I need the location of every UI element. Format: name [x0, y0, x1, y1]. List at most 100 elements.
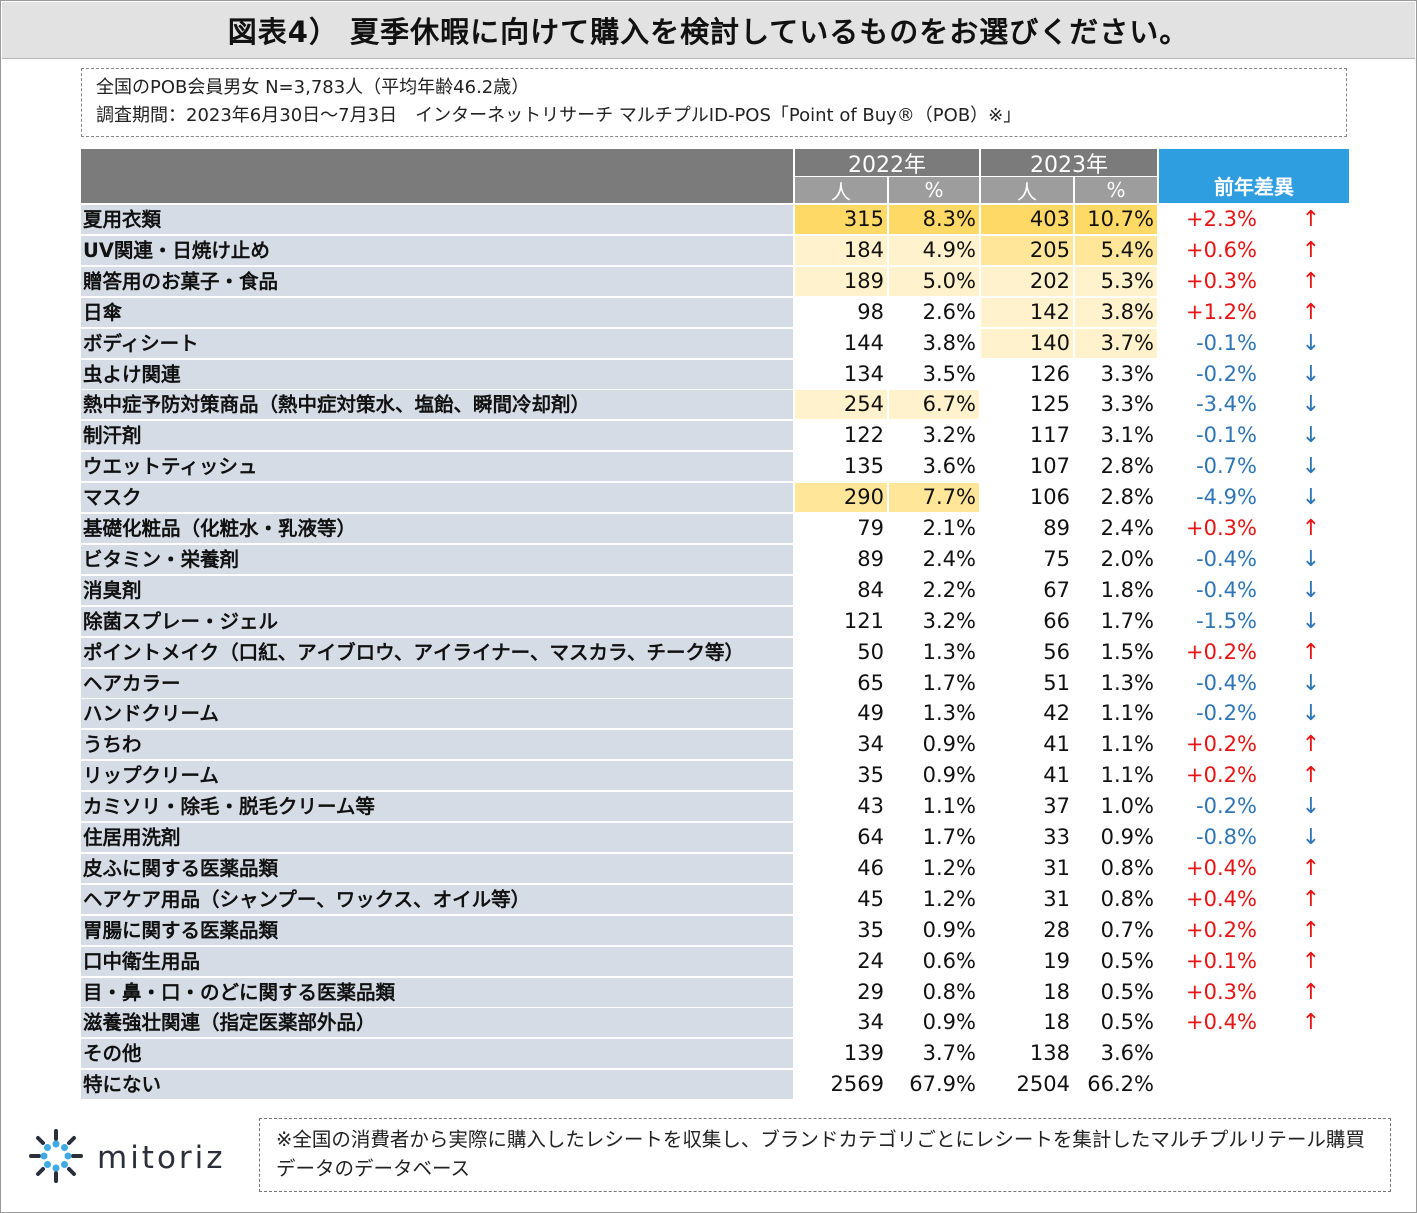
value-percent-2023: 1.3% [1075, 668, 1157, 698]
header-percent-2023: % [1075, 177, 1157, 203]
arrow-up-icon: ↑ [1273, 205, 1349, 234]
arrow-up-icon: ↑ [1273, 946, 1349, 976]
value-people-2022: 139 [795, 1039, 887, 1069]
value-people-2023: 18 [981, 1008, 1073, 1038]
value-percent-2023: 1.0% [1075, 792, 1157, 822]
footnote-box: ※全国の消費者から実際に購入したレシートを収集し、ブランドカテゴリごとにレシート… [259, 1118, 1391, 1192]
value-diff: -0.7% [1159, 452, 1271, 482]
arrow-up-icon: ↑ [1273, 514, 1349, 543]
value-people-2023: 138 [981, 1039, 1073, 1069]
value-people-2022: 315 [795, 205, 887, 234]
value-people-2023: 19 [981, 946, 1073, 976]
value-people-2023: 31 [981, 853, 1073, 883]
value-people-2022: 49 [795, 699, 887, 729]
value-people-2023: 106 [981, 483, 1073, 513]
value-diff: -0.1% [1159, 421, 1271, 451]
value-percent-2023: 1.1% [1075, 699, 1157, 729]
value-percent-2023: 3.3% [1075, 390, 1157, 420]
value-people-2023: 28 [981, 915, 1073, 945]
value-percent-2022: 1.3% [889, 699, 979, 729]
value-people-2022: 2569 [795, 1070, 887, 1100]
arrow-down-icon: ↓ [1273, 823, 1349, 852]
row-label: 特にない [81, 1070, 793, 1100]
arrow-down-icon: ↓ [1273, 575, 1349, 605]
arrow-down-icon: ↓ [1273, 359, 1349, 389]
value-percent-2022: 2.1% [889, 514, 979, 543]
arrow-down-icon: ↓ [1273, 699, 1349, 729]
survey-info-box: 全国のPOB会員男女 N=3,783人（平均年齢46.2歳） 調査期間：2023… [81, 68, 1347, 137]
value-people-2022: 50 [795, 637, 887, 667]
arrow-down-icon: ↓ [1273, 483, 1349, 513]
value-percent-2022: 1.2% [889, 853, 979, 883]
row-label: 消臭剤 [81, 575, 793, 605]
value-people-2022: 189 [795, 266, 887, 296]
arrow-down-icon: ↓ [1273, 792, 1349, 822]
value-percent-2022: 2.2% [889, 575, 979, 605]
value-percent-2023: 1.1% [1075, 730, 1157, 760]
value-percent-2022: 0.9% [889, 730, 979, 760]
value-percent-2023: 2.4% [1075, 514, 1157, 543]
value-people-2023: 117 [981, 421, 1073, 451]
arrow-up-icon: ↑ [1273, 235, 1349, 265]
row-label: ビタミン・栄養剤 [81, 544, 793, 574]
value-percent-2023: 3.3% [1075, 359, 1157, 389]
value-percent-2022: 7.7% [889, 483, 979, 513]
value-percent-2023: 1.1% [1075, 761, 1157, 791]
mitoriz-logo-text: mitoriz [97, 1140, 226, 1176]
value-diff: -1.5% [1159, 606, 1271, 636]
value-percent-2023: 10.7% [1075, 205, 1157, 234]
value-percent-2023: 1.5% [1075, 637, 1157, 667]
arrow-up-icon: ↑ [1273, 977, 1349, 1007]
value-percent-2022: 8.3% [889, 205, 979, 234]
value-people-2022: 144 [795, 328, 887, 358]
value-percent-2022: 3.6% [889, 452, 979, 482]
value-percent-2023: 2.8% [1075, 483, 1157, 513]
row-label: 除菌スプレー・ジェル [81, 606, 793, 636]
value-people-2022: 35 [795, 915, 887, 945]
value-people-2023: 142 [981, 297, 1073, 327]
value-diff: +0.1% [1159, 946, 1271, 976]
value-percent-2022: 0.8% [889, 977, 979, 1007]
value-diff: +0.2% [1159, 761, 1271, 791]
value-percent-2023: 3.6% [1075, 1039, 1157, 1069]
value-people-2023: 2504 [981, 1070, 1073, 1100]
arrow-up-icon: ↑ [1273, 1008, 1349, 1038]
value-percent-2022: 1.1% [889, 792, 979, 822]
value-percent-2022: 0.9% [889, 761, 979, 791]
value-diff: +0.3% [1159, 514, 1271, 543]
value-diff: +1.2% [1159, 297, 1271, 327]
value-people-2022: 43 [795, 792, 887, 822]
value-diff: +0.2% [1159, 915, 1271, 945]
value-people-2023: 66 [981, 606, 1073, 636]
value-people-2022: 290 [795, 483, 887, 513]
value-diff: -0.2% [1159, 699, 1271, 729]
row-label: 皮ふに関する医薬品類 [81, 853, 793, 883]
value-people-2023: 205 [981, 235, 1073, 265]
footnote-text: ※全国の消費者から実際に購入したレシートを収集し、ブランドカテゴリごとにレシート… [276, 1128, 1365, 1180]
value-percent-2022: 1.7% [889, 823, 979, 852]
value-people-2022: 45 [795, 884, 887, 914]
value-diff: +0.4% [1159, 1008, 1271, 1038]
arrow-down-icon: ↓ [1273, 606, 1349, 636]
header-diff: 前年差異 [1159, 149, 1349, 203]
value-people-2023: 41 [981, 761, 1073, 791]
value-percent-2023: 0.8% [1075, 853, 1157, 883]
value-people-2022: 65 [795, 668, 887, 698]
row-label: ウエットティッシュ [81, 452, 793, 482]
value-percent-2023: 2.0% [1075, 544, 1157, 574]
value-people-2022: 35 [795, 761, 887, 791]
value-percent-2023: 0.9% [1075, 823, 1157, 852]
value-percent-2022: 3.7% [889, 1039, 979, 1069]
value-people-2023: 202 [981, 266, 1073, 296]
value-people-2023: 31 [981, 884, 1073, 914]
value-percent-2022: 0.9% [889, 1008, 979, 1038]
value-people-2023: 42 [981, 699, 1073, 729]
value-people-2023: 37 [981, 792, 1073, 822]
value-people-2022: 79 [795, 514, 887, 543]
value-diff: +0.3% [1159, 977, 1271, 1007]
mitoriz-star-logo-icon [25, 1125, 87, 1191]
arrow-cell [1273, 1039, 1349, 1069]
value-diff: +0.4% [1159, 853, 1271, 883]
value-people-2023: 33 [981, 823, 1073, 852]
